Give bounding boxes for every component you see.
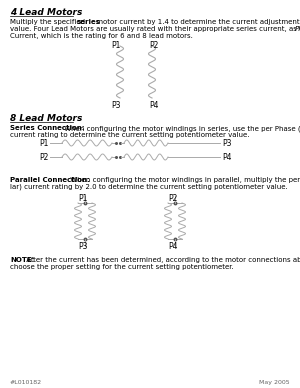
Text: P4: P4 — [149, 101, 158, 110]
Text: P1: P1 — [78, 194, 87, 203]
Text: P3: P3 — [222, 139, 232, 147]
Text: P2: P2 — [149, 41, 158, 50]
Text: P1: P1 — [39, 139, 48, 147]
Text: Series Connection:: Series Connection: — [10, 125, 85, 131]
Text: Multiply the specified: Multiply the specified — [10, 19, 87, 25]
Text: choose the proper setting for the current setting potentiometer.: choose the proper setting for the curren… — [10, 264, 234, 270]
Text: Current, which is the rating for 6 and 8 lead motors.: Current, which is the rating for 6 and 8… — [10, 33, 193, 39]
Text: When configuring the motor windings in series, use the per Phase (or unipolar): When configuring the motor windings in s… — [62, 125, 300, 132]
Text: value. Four Lead Motors are usually rated with their appropriate series current,: value. Four Lead Motors are usually rate… — [10, 26, 300, 32]
Text: P4: P4 — [222, 152, 232, 161]
Text: NOTE:: NOTE: — [10, 257, 34, 263]
Text: motor current by 1.4 to determine the current adjustment potentiometer: motor current by 1.4 to determine the cu… — [94, 19, 300, 25]
Text: lar) current rating by 2.0 to determine the current setting potentiometer value.: lar) current rating by 2.0 to determine … — [10, 184, 288, 191]
Text: 8 Lead Motors: 8 Lead Motors — [10, 114, 83, 123]
Text: Parallel Connection:: Parallel Connection: — [10, 177, 90, 183]
Text: #L010182: #L010182 — [10, 380, 42, 385]
Text: Phase: Phase — [295, 26, 300, 32]
Text: series: series — [76, 19, 100, 25]
Text: When configuring the motor windings in parallel, multiply the per Phase (or unip: When configuring the motor windings in p… — [68, 177, 300, 184]
Text: P2: P2 — [39, 152, 48, 161]
Text: P2: P2 — [168, 194, 177, 203]
Text: P1: P1 — [111, 41, 120, 50]
Text: current rating to determine the current setting potentiometer value.: current rating to determine the current … — [10, 132, 250, 138]
Text: May 2005: May 2005 — [260, 380, 290, 385]
Text: 4 Lead Motors: 4 Lead Motors — [10, 8, 83, 17]
Text: P3: P3 — [111, 101, 121, 110]
Text: After the current has been determined, according to the motor connections above,: After the current has been determined, a… — [24, 257, 300, 263]
Text: P3: P3 — [78, 242, 88, 251]
Text: P4: P4 — [168, 242, 178, 251]
